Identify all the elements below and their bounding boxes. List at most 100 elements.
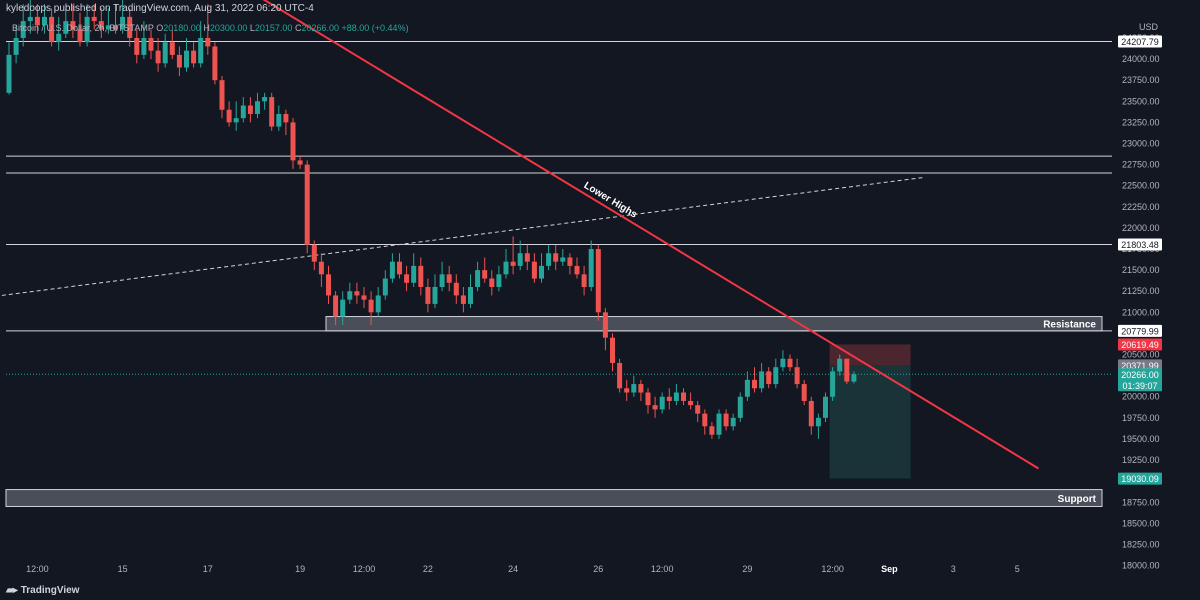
candle-body	[226, 109, 232, 123]
candle-body	[191, 50, 197, 64]
candle-body	[439, 274, 445, 287]
price-label-current: 20266.00	[1121, 370, 1159, 380]
candle-body	[49, 16, 55, 43]
candle-body	[645, 392, 651, 406]
candle-body	[311, 244, 317, 262]
price-axis	[1112, 0, 1200, 600]
publisher-line: kyledoops published on TradingView.com, …	[6, 3, 314, 14]
candle-body	[581, 274, 587, 287]
candle-body	[198, 37, 204, 64]
candle-body	[347, 291, 353, 300]
price-label-entry: 20371.99	[1121, 361, 1159, 371]
candle-body	[567, 257, 573, 266]
candle-body	[240, 105, 246, 119]
candle-body	[794, 367, 800, 385]
price-label-24207-bg	[1118, 35, 1162, 48]
y-tick-label: 22000.00	[1122, 223, 1160, 233]
x-tick-label: Sep	[881, 564, 898, 574]
candle-body	[844, 358, 850, 382]
y-tick-label: 23000.00	[1122, 139, 1160, 149]
candle-body	[460, 295, 466, 304]
y-tick-label: 19750.00	[1122, 413, 1160, 423]
stop-loss-zone	[829, 344, 911, 366]
candle-body	[531, 261, 537, 279]
symbol-legend: Bitcoin / U.S. Dollar, 2h, BITSTAMP O 201…	[12, 23, 409, 33]
candle-body	[56, 33, 62, 43]
candle-body	[162, 42, 168, 64]
y-tick-label: 23250.00	[1122, 117, 1160, 127]
candle-body	[446, 274, 452, 283]
candle-body	[851, 374, 857, 382]
price-label-countdown: 01:39:07	[1122, 381, 1157, 391]
candle-body	[709, 426, 715, 435]
candle-body	[624, 388, 630, 393]
price-label-21803-bg	[1118, 238, 1162, 251]
candle-body	[468, 287, 473, 304]
candle-body	[510, 261, 516, 266]
y-tick-label: 21250.00	[1122, 286, 1160, 296]
price-label-target: 19030.09	[1121, 474, 1159, 484]
candle-body	[723, 413, 729, 427]
price-label-21803: 21803.48	[1121, 240, 1159, 250]
ohlc-low: 20157.00	[254, 23, 293, 33]
x-tick-label: 15	[118, 564, 128, 574]
x-tick-label: 24	[508, 564, 518, 574]
candle-body	[716, 413, 722, 435]
x-tick-label: 12:00	[651, 564, 674, 574]
zone-label-support: Support	[1058, 494, 1097, 505]
lower-highs-trendline	[262, 0, 1040, 470]
candle-body	[638, 384, 644, 393]
candle-body	[269, 97, 275, 127]
candle-body	[418, 265, 424, 287]
x-tick-label: 5	[1015, 564, 1020, 574]
candle-body	[361, 295, 367, 300]
candle-body	[134, 37, 140, 55]
candle-body	[212, 46, 218, 81]
candle-body	[247, 105, 253, 114]
price-label-stop-bg	[1118, 338, 1162, 351]
ohlc-high: 20300.00	[209, 23, 248, 33]
candle-body	[752, 379, 757, 389]
candle-body	[681, 392, 686, 401]
candle-body	[546, 253, 552, 266]
x-tick-label: 26	[593, 564, 603, 574]
x-tick-label: 19	[295, 564, 305, 574]
ohlc-low-label: L	[249, 23, 255, 33]
zone-resistance	[325, 316, 1103, 332]
price-label-24207: 24207.79	[1121, 37, 1159, 47]
x-tick-label: 17	[203, 564, 213, 574]
candle-body	[766, 371, 772, 385]
price-label-stop: 20619.49	[1121, 340, 1159, 350]
y-tick-label: 18000.00	[1122, 561, 1160, 571]
candle-body	[127, 16, 133, 38]
candle-body	[702, 413, 708, 427]
candle-body	[773, 367, 779, 385]
candle-body	[368, 299, 374, 313]
candle-body	[631, 384, 637, 393]
candle-body	[333, 295, 339, 317]
candle-body	[13, 37, 19, 55]
candle-body	[340, 299, 346, 317]
y-tick-label: 22250.00	[1122, 202, 1160, 212]
candle-body	[837, 358, 843, 372]
candle-body	[602, 312, 608, 338]
candle-body	[610, 337, 615, 363]
ohlc-open-label: O	[156, 23, 164, 33]
candle-body	[389, 261, 395, 279]
price-label-target-bg	[1118, 472, 1162, 485]
candle-body	[617, 362, 623, 389]
symbol-name: Bitcoin / U.S. Dollar, 2h, BITSTAMP	[12, 23, 154, 33]
tradingview-brand[interactable]: ▰▸ TradingView	[6, 585, 79, 596]
candle-body	[20, 21, 26, 38]
y-tick-label: 20500.00	[1122, 350, 1160, 360]
candle-body	[169, 42, 175, 55]
candle-body	[141, 37, 147, 55]
candle-body	[524, 253, 530, 262]
x-tick-label: 12:00	[26, 564, 49, 574]
candle-body	[176, 54, 182, 68]
ohlc-high-label: H	[203, 23, 210, 33]
candle-body	[673, 392, 679, 401]
y-tick-label: 18750.00	[1122, 497, 1160, 507]
candle-body	[148, 37, 154, 51]
